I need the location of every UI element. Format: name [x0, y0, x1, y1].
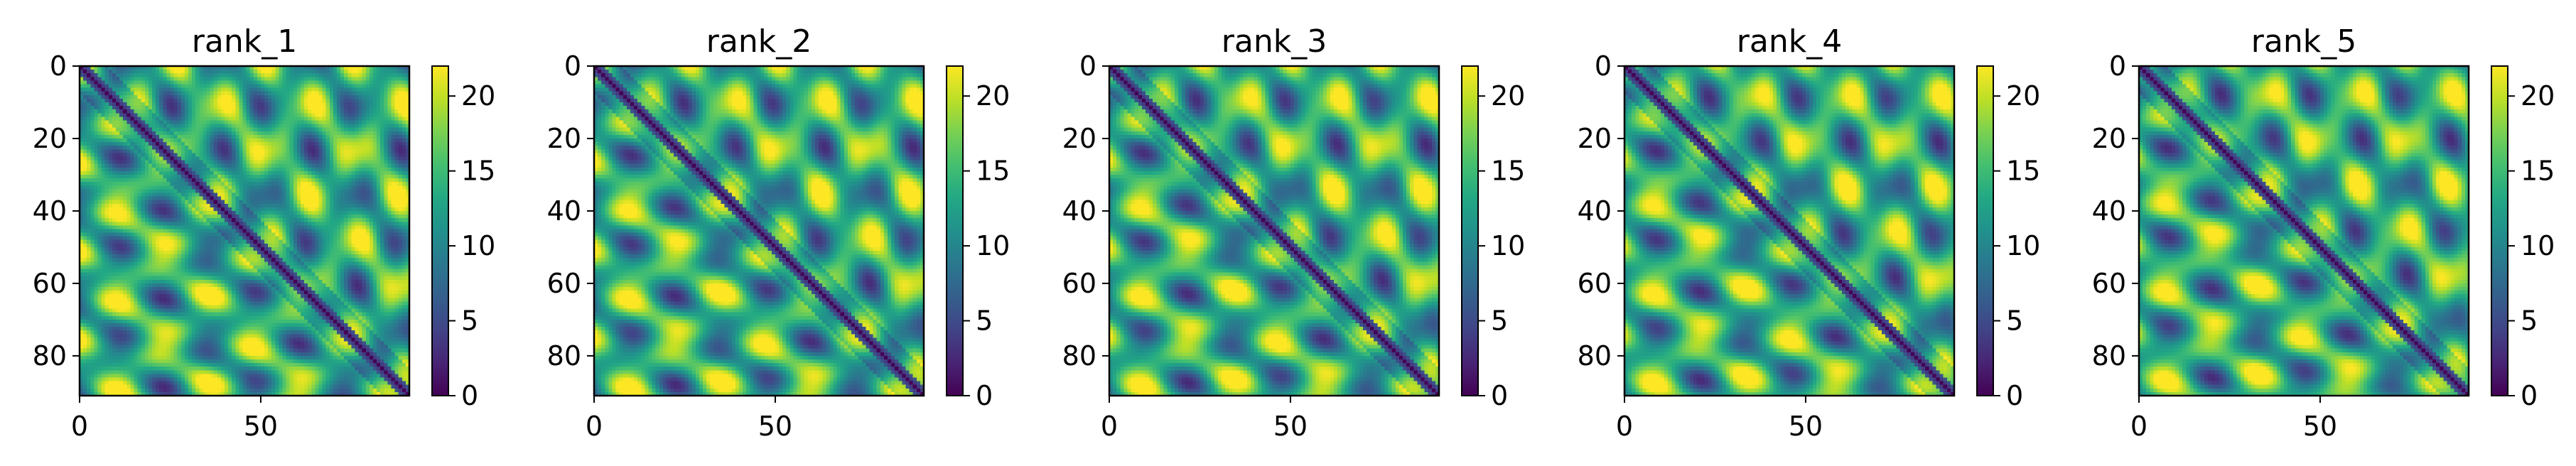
colorbar-tick-label: 15: [976, 156, 1010, 187]
panel-2: rank_2 0 20 40 60 80 0 50 0 5 10 15 20: [547, 23, 1011, 442]
panel-3: rank_3 0 20 40 60 80 0 50 0 5 10 15 20: [1062, 23, 1526, 442]
heatmap-image: [80, 66, 409, 396]
y-tick-label: 40: [1062, 195, 1096, 227]
colorbar-tick-label: 10: [976, 230, 1010, 261]
colorbar-frame: [431, 65, 449, 396]
y-tick-label: 20: [1062, 123, 1096, 154]
colorbar-frame: [1461, 65, 1479, 396]
x-tick-label: 50: [2303, 411, 2337, 442]
colorbar-tick-label: 20: [2521, 80, 2555, 112]
y-tick-label: 80: [2092, 340, 2126, 372]
panel-title: rank_4: [1737, 23, 1842, 60]
x-tick-label: 0: [1616, 411, 1633, 442]
y-tick-label: 0: [1595, 50, 1612, 82]
colorbar-tick-label: 10: [2521, 230, 2555, 261]
colorbar-tick-label: 5: [2006, 305, 2023, 337]
colorbar-tick-label: 10: [1491, 230, 1525, 261]
axes-frame: [1623, 65, 1956, 397]
x-tick-label: 0: [71, 411, 88, 442]
y-tick-label: 80: [1578, 340, 1612, 372]
y-tick-label: 40: [2092, 195, 2126, 227]
colorbar: [947, 66, 963, 396]
heatmap-image: [2139, 66, 2469, 396]
y-tick-label: 60: [33, 268, 67, 299]
y-tick-label: 60: [1578, 268, 1612, 299]
x-tick-label: 0: [586, 411, 603, 442]
colorbar-tick-label: 0: [461, 380, 478, 411]
panel-title: rank_1: [192, 23, 297, 60]
axes-frame: [1108, 65, 1440, 397]
colorbar-tick-label: 5: [1491, 305, 1508, 337]
colorbar-frame: [2491, 65, 2508, 396]
y-tick-label: 60: [547, 268, 581, 299]
colorbar-frame: [946, 65, 964, 396]
y-tick-label: 20: [2092, 123, 2126, 154]
y-tick-label: 40: [33, 195, 67, 227]
y-tick-label: 20: [547, 123, 581, 154]
axes-frame: [78, 65, 411, 397]
colorbar-tick-label: 10: [461, 230, 495, 261]
colorbar-tick-label: 0: [2006, 380, 2023, 411]
y-tick-label: 80: [33, 340, 67, 372]
x-tick-label: 50: [758, 411, 792, 442]
colorbar: [2491, 66, 2508, 396]
panel-title: rank_3: [1222, 23, 1327, 60]
y-tick-label: 0: [2109, 50, 2126, 82]
colorbar-tick-label: 15: [461, 156, 495, 187]
y-tick-label: 0: [1079, 50, 1096, 82]
x-tick-label: 50: [244, 411, 278, 442]
colorbar-tick-label: 20: [461, 80, 495, 112]
heatmap-image: [1624, 66, 1954, 396]
y-tick-label: 80: [547, 340, 581, 372]
panel-title: rank_2: [706, 23, 812, 60]
panel-4: rank_4 0 20 40 60 80 0 50 0 5 10 15 20: [1578, 23, 2041, 442]
y-tick-label: 40: [547, 195, 581, 227]
y-tick-label: 0: [564, 50, 581, 82]
x-tick-label: 50: [1789, 411, 1823, 442]
axes-frame: [593, 65, 925, 397]
colorbar-tick-label: 0: [2521, 380, 2538, 411]
colorbar: [1977, 66, 1993, 396]
colorbar-frame: [1976, 65, 1994, 396]
colorbar-tick-label: 10: [2006, 230, 2040, 261]
y-tick-label: 60: [2092, 268, 2126, 299]
x-tick-label: 0: [1101, 411, 1118, 442]
x-tick-label: 0: [2130, 411, 2147, 442]
panel-1: rank_1 0 20 40 60 80 0 50 0 5 10 15 20: [33, 23, 496, 442]
colorbar-tick-label: 20: [2006, 80, 2040, 112]
y-tick-label: 20: [1578, 123, 1612, 154]
colorbar: [1462, 66, 1478, 396]
colorbar-tick-label: 0: [1491, 380, 1508, 411]
colorbar-tick-label: 5: [2521, 305, 2538, 337]
colorbar-tick-label: 5: [976, 305, 993, 337]
colorbar-tick-label: 5: [461, 305, 478, 337]
colorbar-tick-label: 20: [1491, 80, 1525, 112]
y-tick-label: 20: [33, 123, 67, 154]
colorbar-tick-label: 15: [2006, 156, 2040, 187]
panel-title: rank_5: [2251, 23, 2356, 60]
y-tick-label: 80: [1062, 340, 1096, 372]
y-tick-label: 0: [50, 50, 67, 82]
heatmap-image: [594, 66, 924, 396]
colorbar: [432, 66, 448, 396]
y-tick-label: 60: [1062, 268, 1096, 299]
heatmap-image: [1109, 66, 1439, 396]
y-tick-label: 40: [1578, 195, 1612, 227]
colorbar-tick-label: 20: [976, 80, 1010, 112]
colorbar-tick-label: 15: [1491, 156, 1525, 187]
x-tick-label: 50: [1273, 411, 1308, 442]
colorbar-tick-label: 15: [2521, 156, 2555, 187]
axes-frame: [2138, 65, 2470, 397]
panel-5: rank_5 0 20 40 60 80 0 50 0 5 10 15 20: [2092, 23, 2555, 442]
colorbar-tick-label: 0: [976, 380, 993, 411]
